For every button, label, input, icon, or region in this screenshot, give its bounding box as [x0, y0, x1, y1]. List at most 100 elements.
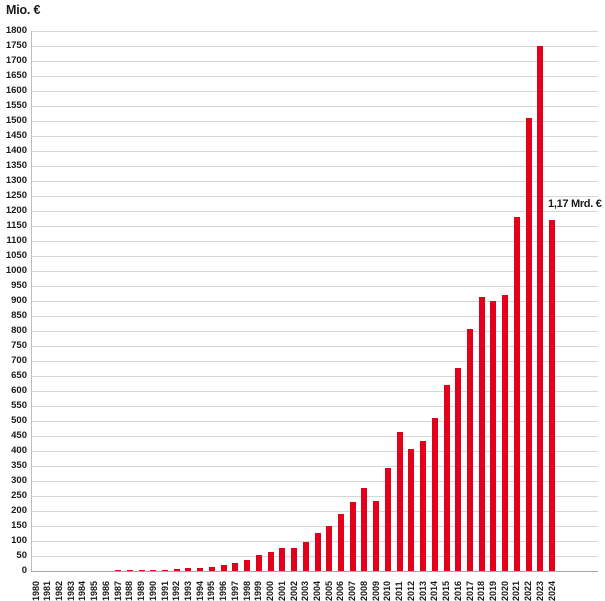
y-tick-label: 900 — [0, 296, 27, 306]
y-tick-label: 700 — [0, 356, 27, 366]
x-tick-label: 1985 — [90, 581, 99, 601]
bar-2006 — [338, 514, 344, 571]
x-tick-label: 1991 — [161, 581, 170, 601]
y-tick-label: 1650 — [0, 71, 27, 81]
x-tick-label: 2005 — [325, 581, 334, 601]
x-tick-label: 1982 — [55, 581, 64, 601]
bar-2013 — [420, 441, 426, 571]
x-tick-label: 1984 — [78, 581, 87, 601]
x-tick-label: 1980 — [32, 581, 41, 601]
x-tick-label: 1989 — [137, 581, 146, 601]
x-tick-label: 2004 — [313, 581, 322, 601]
y-tick-label: 250 — [0, 491, 27, 501]
y-tick-label: 1250 — [0, 191, 27, 201]
x-tick-label: 1999 — [254, 581, 263, 601]
bar-2015 — [444, 385, 450, 571]
gridline — [31, 76, 598, 77]
bar-2010 — [385, 468, 391, 571]
x-tick-label: 1987 — [114, 581, 123, 601]
bar-2020 — [502, 295, 508, 571]
x-tick-label: 1997 — [231, 581, 240, 601]
x-tick-label: 1990 — [149, 581, 158, 601]
x-tick-label: 2000 — [266, 581, 275, 601]
x-tick-label: 1981 — [43, 581, 52, 601]
bar-2018 — [479, 297, 485, 571]
gridline — [31, 151, 598, 152]
x-axis-line — [31, 571, 598, 572]
bar-2008 — [361, 488, 367, 571]
x-tick-label: 2023 — [536, 581, 545, 601]
x-tick-label: 1996 — [219, 581, 228, 601]
annotation-2024: 1,17 Mrd. € — [548, 198, 602, 210]
gridline — [31, 211, 598, 212]
y-tick-label: 650 — [0, 371, 27, 381]
y-tick-label: 1700 — [0, 56, 27, 66]
bar-2004 — [315, 533, 321, 571]
x-tick-label: 2021 — [512, 581, 521, 601]
x-tick-label: 2003 — [301, 581, 310, 601]
x-tick-label: 2009 — [372, 581, 381, 601]
x-tick-label: 2012 — [407, 581, 416, 601]
bar-2009 — [373, 501, 379, 571]
x-tick-label: 1994 — [196, 581, 205, 601]
x-tick-label: 2001 — [278, 581, 287, 601]
gridline — [31, 46, 598, 47]
x-tick-label: 2007 — [348, 581, 357, 601]
gridline — [31, 31, 598, 32]
y-tick-label: 1300 — [0, 176, 27, 186]
y-tick-label: 950 — [0, 281, 27, 291]
x-tick-label: 1983 — [67, 581, 76, 601]
y-tick-label: 800 — [0, 326, 27, 336]
x-tick-label: 2024 — [548, 581, 557, 601]
bar-1999 — [256, 555, 262, 571]
y-tick-label: 400 — [0, 446, 27, 456]
y-tick-label: 1050 — [0, 251, 27, 261]
y-tick-label: 150 — [0, 521, 27, 531]
y-tick-label: 1750 — [0, 41, 27, 51]
bar-2000 — [268, 552, 274, 571]
y-tick-label: 1450 — [0, 131, 27, 141]
gridline — [31, 61, 598, 62]
x-tick-label: 2013 — [419, 581, 428, 601]
bar-2019 — [490, 301, 496, 571]
y-tick-label: 1550 — [0, 101, 27, 111]
gridline — [31, 196, 598, 197]
y-tick-label: 1000 — [0, 266, 27, 276]
y-tick-label: 450 — [0, 431, 27, 441]
bar-2003 — [303, 542, 309, 571]
y-tick-label: 1500 — [0, 116, 27, 126]
x-tick-label: 1995 — [207, 581, 216, 601]
x-tick-label: 2015 — [442, 581, 451, 601]
y-tick-label: 200 — [0, 506, 27, 516]
x-tick-label: 2018 — [477, 581, 486, 601]
y-tick-label: 600 — [0, 386, 27, 396]
x-tick-label: 2017 — [466, 581, 475, 601]
x-tick-label: 2002 — [290, 581, 299, 601]
y-tick-label: 350 — [0, 461, 27, 471]
gridline — [31, 181, 598, 182]
y-tick-label: 1600 — [0, 86, 27, 96]
y-tick-label: 1800 — [0, 26, 27, 36]
x-tick-label: 2008 — [360, 581, 369, 601]
y-tick-label: 1400 — [0, 146, 27, 156]
x-tick-label: 1986 — [102, 581, 111, 601]
bar-2005 — [326, 526, 332, 571]
y-tick-label: 50 — [0, 551, 27, 561]
bar-2021 — [514, 217, 520, 571]
gridline — [31, 166, 598, 167]
gridline — [31, 136, 598, 137]
y-tick-label: 550 — [0, 401, 27, 411]
x-tick-label: 2014 — [430, 581, 439, 601]
x-tick-label: 1992 — [172, 581, 181, 601]
bar-2022 — [526, 118, 532, 571]
y-tick-label: 1100 — [0, 236, 27, 246]
bar-2014 — [432, 418, 438, 571]
bar-2002 — [291, 548, 297, 571]
gridline — [31, 121, 598, 122]
bar-2001 — [279, 548, 285, 571]
x-tick-label: 1988 — [125, 581, 134, 601]
x-tick-label: 2019 — [489, 581, 498, 601]
bar-2012 — [408, 449, 414, 571]
gridline — [31, 106, 598, 107]
bar-2007 — [350, 502, 356, 571]
